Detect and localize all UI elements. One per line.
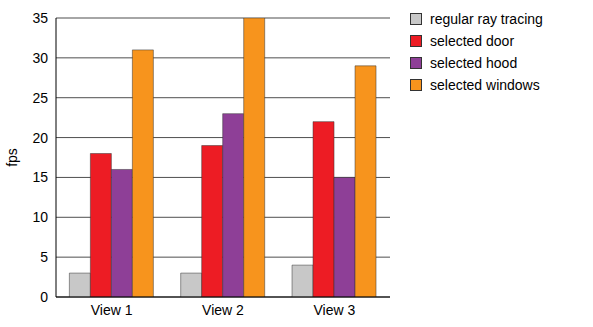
svg-text:10: 10	[32, 209, 48, 225]
html-text:regular ray tracing: regular ray tracing	[430, 11, 543, 27]
svg-text:20: 20	[32, 130, 48, 146]
svg-text:35: 35	[32, 10, 48, 26]
html-text:selected door: selected door	[430, 33, 515, 49]
html-text:selected hood: selected hood	[430, 55, 518, 71]
svg-text:fps: fps	[4, 148, 20, 167]
svg-text:5: 5	[40, 249, 48, 265]
svg-text:0: 0	[40, 289, 48, 305]
svg-text:15: 15	[32, 169, 48, 185]
svg-text:30: 30	[32, 50, 48, 66]
svg-text:View 2: View 2	[202, 302, 244, 318]
svg-text:View 1: View 1	[91, 302, 133, 318]
svg-text:View 3: View 3	[313, 302, 355, 318]
svg-text:25: 25	[32, 90, 48, 106]
html-text:selected windows: selected windows	[430, 77, 540, 93]
